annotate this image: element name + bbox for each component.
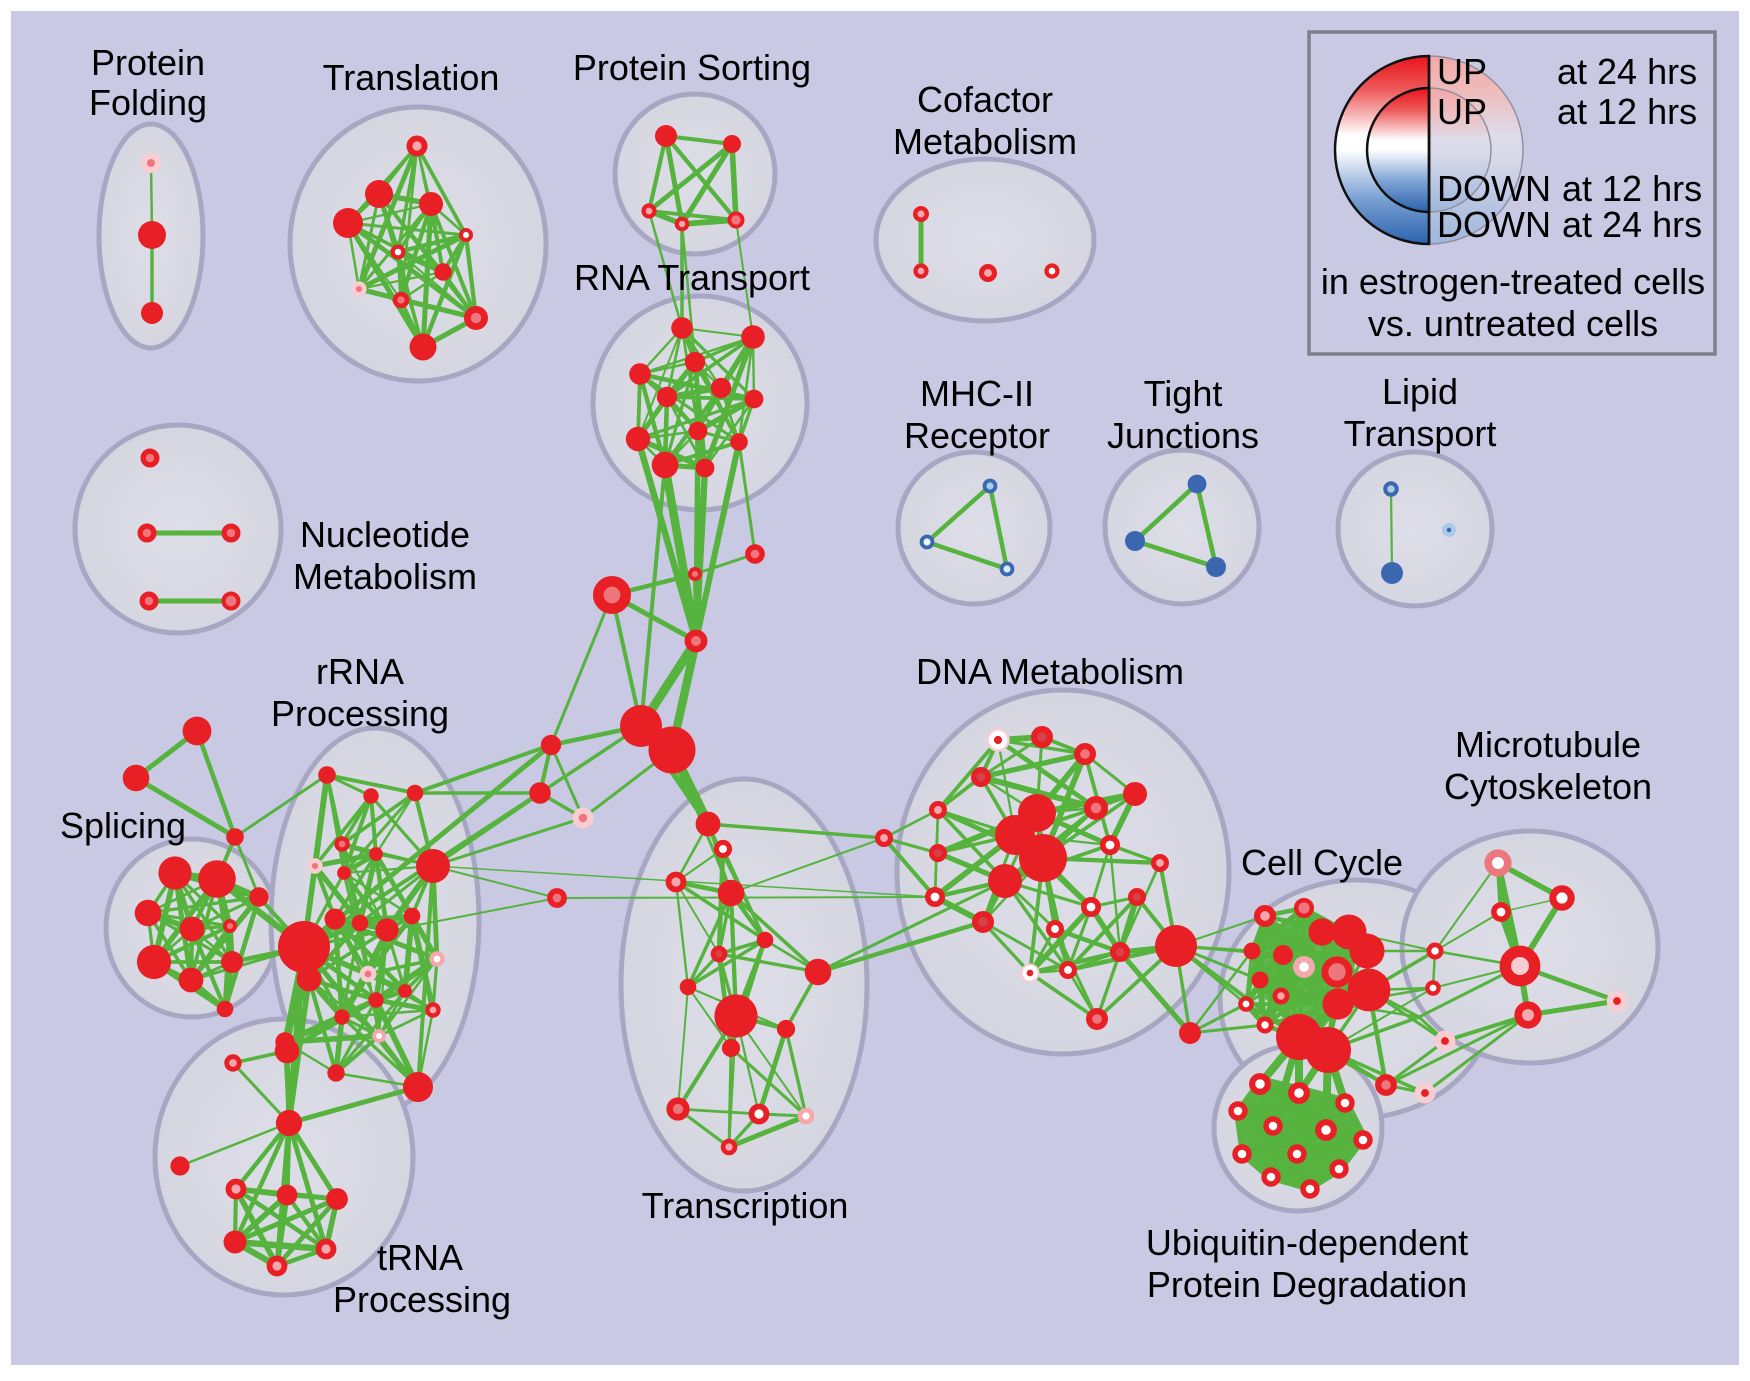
svg-text:Receptor: Receptor bbox=[904, 415, 1050, 456]
svg-text:Lipid: Lipid bbox=[1382, 371, 1458, 412]
svg-text:rRNA: rRNA bbox=[316, 651, 404, 692]
svg-text:Transcription: Transcription bbox=[642, 1185, 849, 1226]
svg-text:Splicing: Splicing bbox=[60, 805, 186, 846]
svg-text:vs. untreated cells: vs. untreated cells bbox=[1368, 303, 1658, 344]
svg-text:Cofactor: Cofactor bbox=[917, 79, 1053, 120]
svg-text:UP: UP bbox=[1437, 91, 1487, 132]
svg-text:DNA Metabolism: DNA Metabolism bbox=[916, 651, 1184, 692]
svg-text:at 12 hrs: at 12 hrs bbox=[1557, 91, 1697, 132]
svg-text:at 24 hrs: at 24 hrs bbox=[1562, 204, 1702, 245]
svg-text:RNA Transport: RNA Transport bbox=[574, 257, 810, 298]
svg-text:Junctions: Junctions bbox=[1107, 415, 1259, 456]
svg-text:Processing: Processing bbox=[333, 1279, 511, 1320]
svg-text:Microtubule: Microtubule bbox=[1455, 724, 1641, 765]
svg-text:Processing: Processing bbox=[271, 693, 449, 734]
svg-text:Tight: Tight bbox=[1144, 373, 1223, 414]
svg-text:in estrogen-treated cells: in estrogen-treated cells bbox=[1321, 261, 1705, 302]
svg-text:Cell Cycle: Cell Cycle bbox=[1241, 842, 1403, 883]
svg-text:Nucleotide: Nucleotide bbox=[300, 514, 470, 555]
svg-text:DOWN: DOWN bbox=[1437, 168, 1551, 209]
svg-text:MHC-II: MHC-II bbox=[920, 373, 1034, 414]
svg-text:Folding: Folding bbox=[89, 82, 207, 123]
svg-text:Protein: Protein bbox=[91, 42, 205, 83]
svg-text:DOWN: DOWN bbox=[1437, 204, 1551, 245]
svg-text:Transport: Transport bbox=[1344, 413, 1497, 454]
svg-text:Ubiquitin-dependent: Ubiquitin-dependent bbox=[1146, 1222, 1468, 1263]
svg-text:Protein Sorting: Protein Sorting bbox=[573, 47, 811, 88]
svg-text:Translation: Translation bbox=[323, 57, 500, 98]
svg-text:Metabolism: Metabolism bbox=[893, 121, 1077, 162]
svg-text:Cytoskeleton: Cytoskeleton bbox=[1444, 766, 1652, 807]
svg-text:tRNA: tRNA bbox=[377, 1237, 463, 1278]
svg-text:at 24 hrs: at 24 hrs bbox=[1557, 51, 1697, 92]
svg-text:Metabolism: Metabolism bbox=[293, 556, 477, 597]
svg-text:Protein Degradation: Protein Degradation bbox=[1147, 1264, 1467, 1305]
svg-text:UP: UP bbox=[1437, 51, 1487, 92]
svg-text:at 12 hrs: at 12 hrs bbox=[1562, 168, 1702, 209]
